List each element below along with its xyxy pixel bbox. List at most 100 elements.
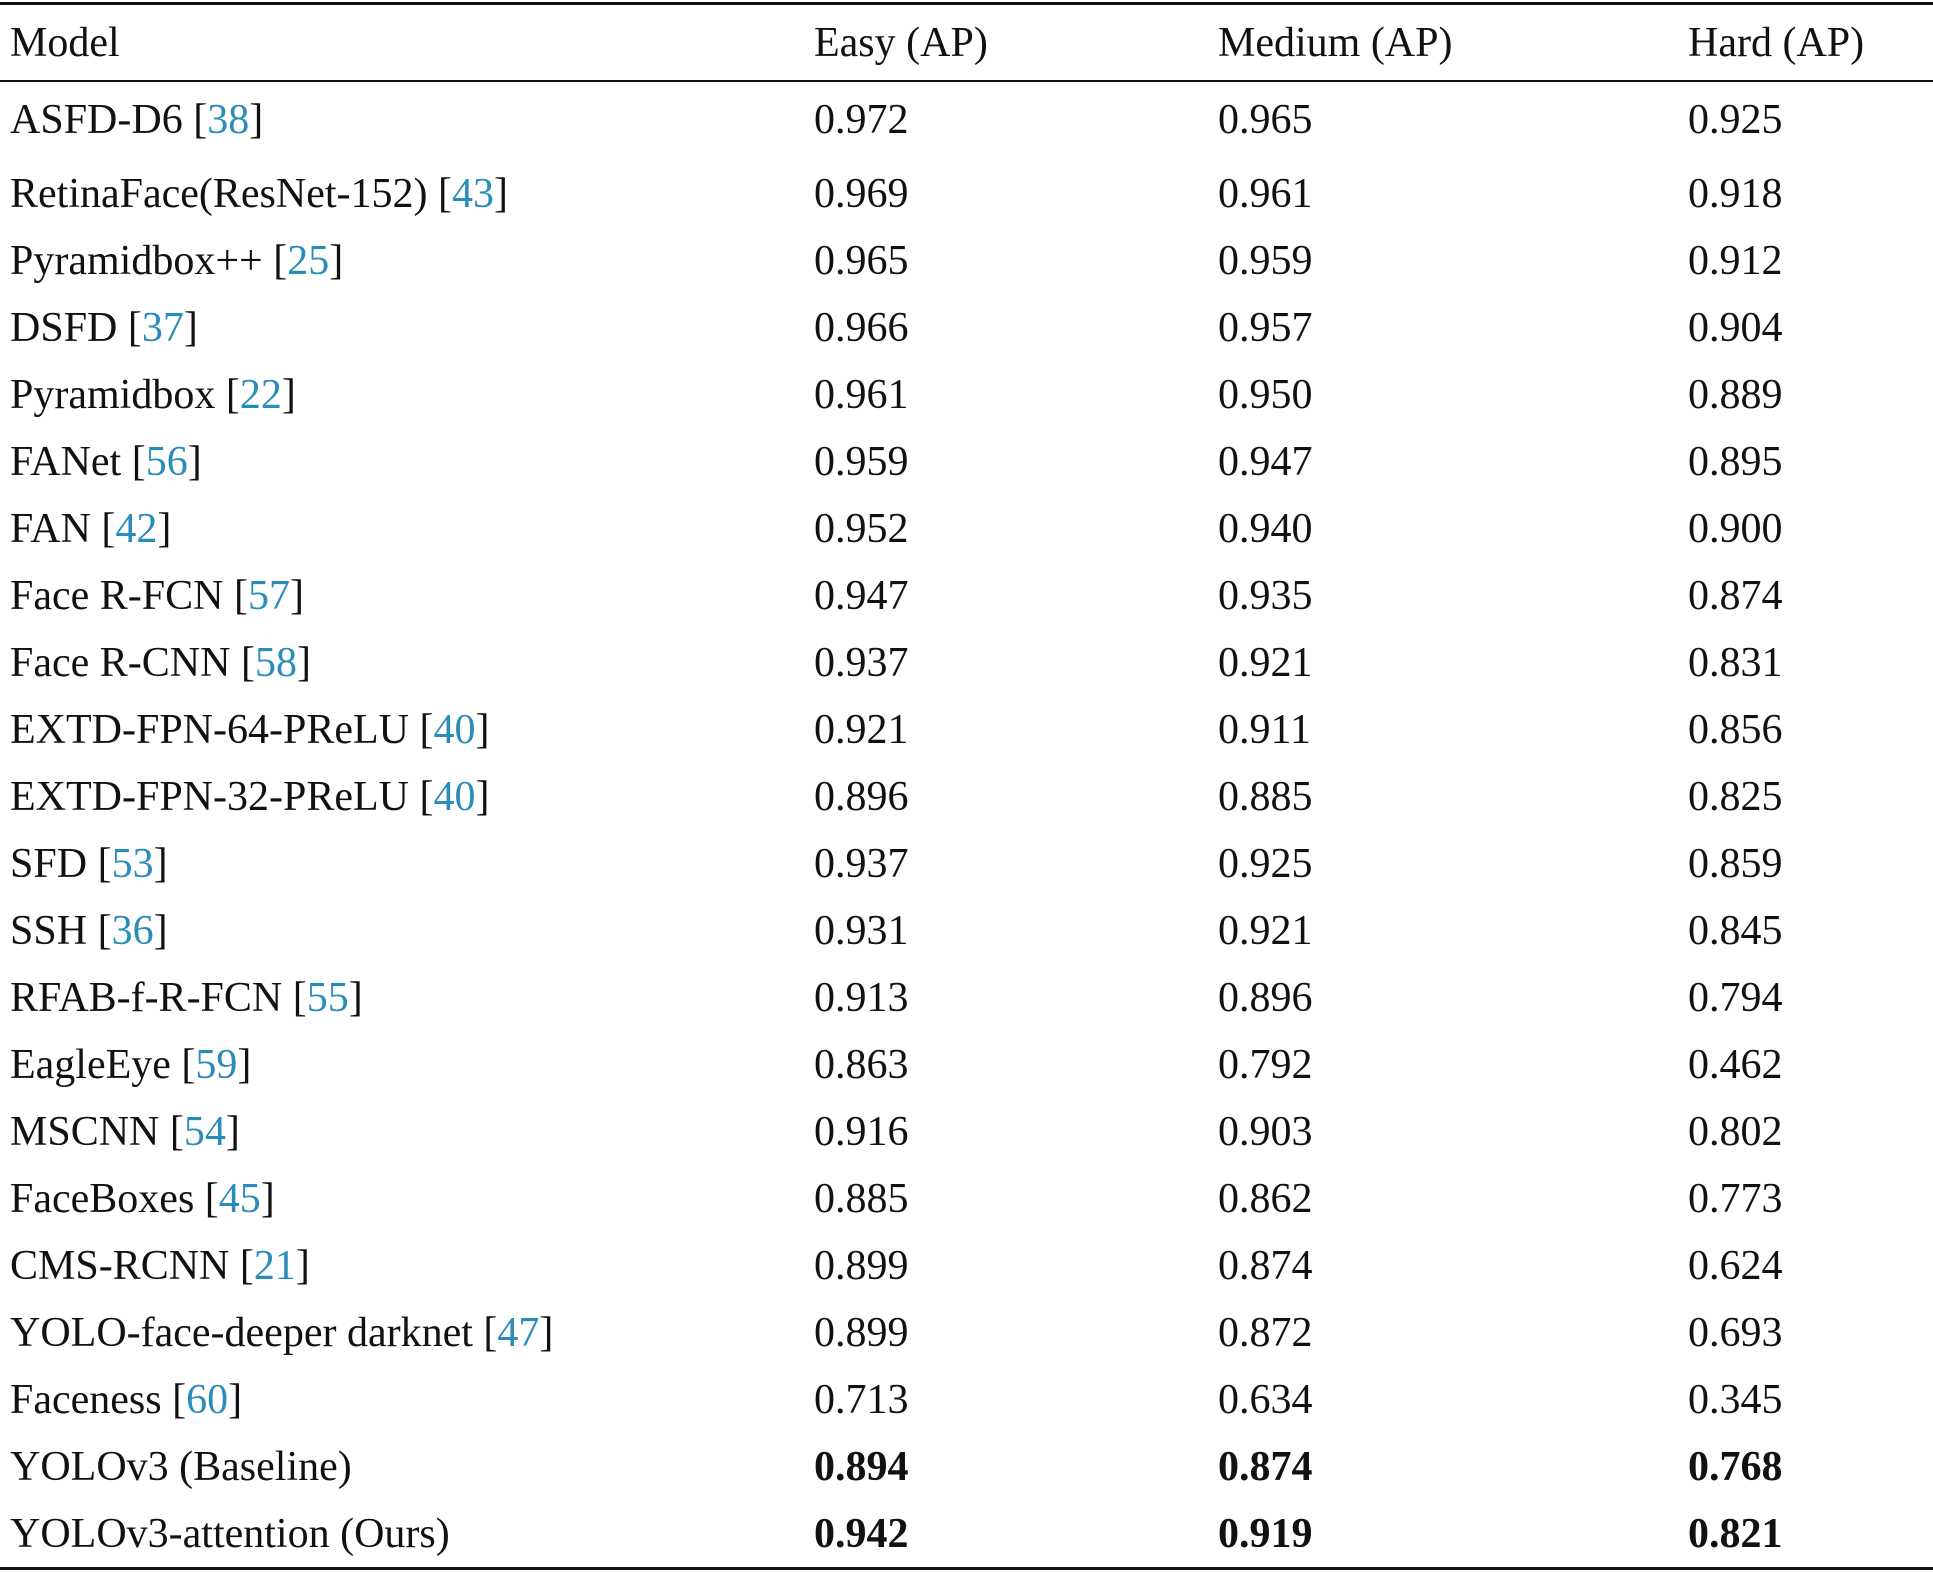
hard-ap-cell: 0.768	[1688, 1443, 1783, 1490]
citation-link[interactable]: 45	[218, 1175, 261, 1222]
easy-ap-cell: 0.937	[814, 639, 909, 686]
model-name: Face R-CNN	[10, 639, 231, 686]
medium-ap-cell: 0.919	[1218, 1510, 1313, 1557]
model-name: FANet	[10, 438, 122, 485]
model-cell: SFD [53]	[10, 840, 168, 887]
model-cell: FANet [56]	[10, 438, 202, 485]
citation-link[interactable]: 36	[111, 907, 154, 954]
model-cell: SSH [36]	[10, 907, 168, 954]
citation-link[interactable]: 37	[141, 304, 184, 351]
model-cell: EXTD-FPN-64-PReLU [40]	[10, 706, 490, 753]
model-cell: YOLOv3-attention (Ours)	[0, 1500, 812, 1567]
model-cell: EagleEye [59]	[10, 1041, 252, 1088]
citation-link[interactable]: 42	[115, 505, 158, 552]
table-row: Pyramidbox++ [25] 0.965 0.959 0.912	[0, 227, 1933, 294]
model-name: YOLOv3-attention (Ours)	[10, 1510, 450, 1557]
citation-link[interactable]: 59	[195, 1041, 238, 1088]
medium-ap-cell: 0.950	[1218, 371, 1313, 418]
citation-link[interactable]: 21	[253, 1242, 296, 1289]
medium-ap-cell: 0.862	[1218, 1175, 1313, 1222]
medium-ap-cell: 0.885	[1218, 773, 1313, 820]
hard-ap-cell: 0.856	[1688, 706, 1783, 753]
medium-ap-cell: 0.921	[1218, 639, 1313, 686]
medium-ap-cell: 0.921	[1218, 907, 1313, 954]
easy-ap-cell: 0.972	[814, 97, 909, 143]
medium-ap-cell: 0.903	[1218, 1108, 1313, 1155]
model-cell: Pyramidbox++ [25]	[10, 237, 344, 284]
model-cell: Face R-CNN [58]	[10, 639, 311, 686]
table-row: FANet [56] 0.959 0.947 0.895	[0, 428, 1933, 495]
easy-ap-cell: 0.896	[814, 773, 909, 820]
table-row: Face R-FCN [57] 0.947 0.935 0.874	[0, 562, 1933, 629]
citation-link[interactable]: 43	[452, 170, 495, 217]
medium-ap-cell: 0.965	[1218, 97, 1313, 143]
table-row: CMS-RCNN [21] 0.899 0.874 0.624	[0, 1232, 1933, 1299]
citation-link[interactable]: 57	[248, 572, 290, 619]
model-name: EagleEye	[10, 1041, 171, 1088]
citation-link[interactable]: 40	[433, 773, 476, 820]
hard-ap-cell: 0.773	[1688, 1175, 1783, 1222]
model-cell: RFAB-f-R-FCN [55]	[10, 974, 363, 1021]
hard-ap-cell: 0.918	[1688, 170, 1783, 217]
header-model: Model	[10, 19, 120, 66]
medium-ap-cell: 0.947	[1218, 438, 1313, 485]
model-name: Pyramidbox	[10, 371, 216, 418]
citation-link[interactable]: 38	[207, 97, 250, 143]
header-easy: Easy (AP)	[814, 19, 988, 66]
easy-ap-cell: 0.894	[814, 1443, 909, 1490]
model-name: MSCNN	[10, 1108, 160, 1155]
model-cell: EXTD-FPN-32-PReLU [40]	[10, 773, 490, 820]
model-cell: MSCNN [54]	[10, 1108, 240, 1155]
hard-ap-cell: 0.693	[1688, 1309, 1783, 1356]
citation-link[interactable]: 58	[254, 639, 297, 686]
model-name: YOLOv3 (Baseline)	[10, 1443, 352, 1490]
hard-ap-cell: 0.462	[1688, 1041, 1783, 1088]
model-name: Pyramidbox++	[10, 237, 263, 284]
easy-ap-cell: 0.885	[814, 1175, 909, 1222]
easy-ap-cell: 0.959	[814, 438, 909, 485]
model-name: EXTD-FPN-64-PReLU	[10, 706, 409, 753]
easy-ap-cell: 0.965	[814, 237, 909, 284]
medium-ap-cell: 0.961	[1218, 170, 1313, 217]
citation-link[interactable]: 54	[183, 1108, 226, 1155]
table-row: Pyramidbox [22] 0.961 0.950 0.889	[0, 361, 1933, 428]
table-row: RetinaFace(ResNet-152) [43] 0.969 0.961 0.9…	[0, 160, 1933, 227]
easy-ap-cell: 0.921	[814, 706, 909, 753]
easy-ap-cell: 0.863	[814, 1041, 909, 1088]
easy-ap-cell: 0.947	[814, 572, 909, 619]
citation-link[interactable]: 40	[433, 706, 476, 753]
medium-ap-cell: 0.634	[1218, 1376, 1313, 1423]
model-name: FaceBoxes	[10, 1175, 195, 1222]
easy-ap-cell: 0.916	[814, 1108, 909, 1155]
easy-ap-cell: 0.961	[814, 371, 909, 418]
model-name: Faceness	[10, 1376, 162, 1423]
table-row: SFD [53] 0.937 0.925 0.859	[0, 830, 1933, 897]
hard-ap-cell: 0.904	[1688, 304, 1783, 351]
medium-ap-cell: 0.911	[1218, 706, 1311, 753]
model-name: RFAB-f-R-FCN	[10, 974, 283, 1021]
medium-ap-cell: 0.792	[1218, 1041, 1313, 1088]
easy-ap-cell: 0.899	[814, 1242, 909, 1289]
medium-ap-cell: 0.935	[1218, 572, 1313, 619]
hard-ap-cell: 0.912	[1688, 237, 1783, 284]
model-name: CMS-RCNN	[10, 1242, 230, 1289]
table-row: ASFD-D6 [38] 0.972 0.965 0.925	[0, 80, 1933, 160]
medium-ap-cell: 0.925	[1218, 840, 1313, 887]
table-row: YOLOv3-attention (Ours) 0.942 0.919 0.821	[0, 1500, 1933, 1567]
model-cell: ASFD-D6 [38]	[10, 97, 264, 143]
citation-link[interactable]: 25	[287, 237, 330, 284]
citation-link[interactable]: 60	[186, 1376, 229, 1423]
citation-link[interactable]: 47	[497, 1309, 540, 1356]
citation-link[interactable]: 22	[239, 371, 282, 418]
hard-ap-cell: 0.802	[1688, 1108, 1783, 1155]
citation-link[interactable]: 53	[111, 840, 154, 887]
easy-ap-cell: 0.899	[814, 1309, 909, 1356]
medium-ap-cell: 0.874	[1218, 1242, 1313, 1289]
table-row: YOLOv3 (Baseline) 0.894 0.874 0.768	[0, 1433, 1933, 1500]
citation-link[interactable]: 56	[145, 438, 188, 485]
easy-ap-cell: 0.931	[814, 907, 909, 954]
header-hard: Hard (AP)	[1688, 19, 1865, 66]
model-name: SSH	[10, 907, 88, 954]
hard-ap-cell: 0.831	[1688, 639, 1783, 686]
citation-link[interactable]: 55	[306, 974, 349, 1021]
